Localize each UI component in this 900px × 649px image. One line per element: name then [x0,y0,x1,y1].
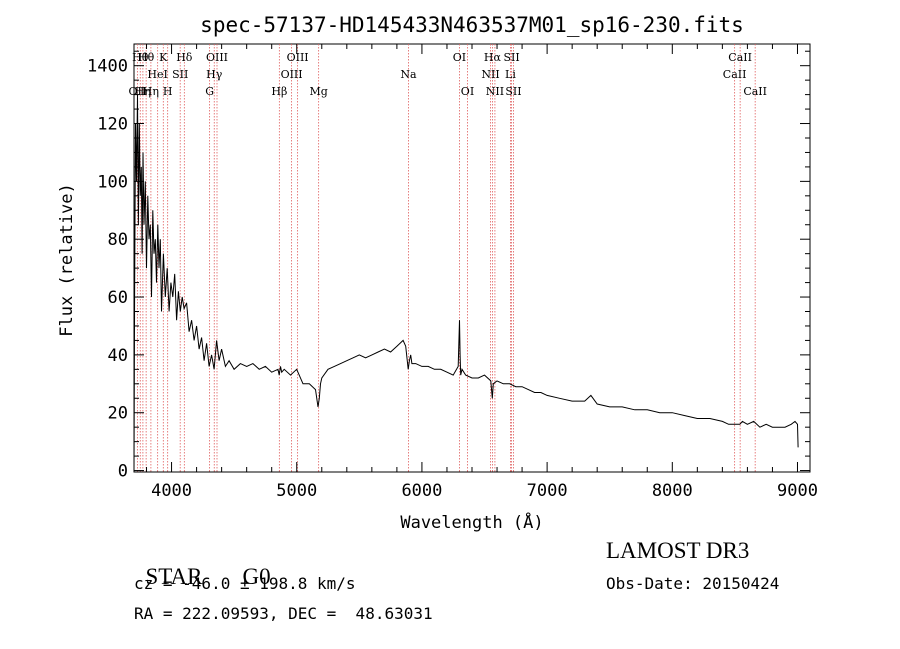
y-tick-label: 60 [108,288,128,308]
coordinates: RA = 222.09593, DEC = 48.63031 [134,604,433,623]
y-tick-label: 100 [97,172,128,192]
spectral-line-label: HeI [147,68,167,81]
spectral-line-label: Hδ [176,51,193,64]
obs-date: Obs-Date: 20150424 [606,574,780,593]
spectral-line-label: OII [129,85,147,98]
spectral-line-label: Hθ [138,51,155,64]
spectral-line-markers [136,44,756,472]
spectral-line-label: K [159,51,168,64]
redshift-text: cz = -46.0 ± 198.8 km/s [134,574,356,593]
spectral-line-label: G [205,85,214,98]
spectral-line-label: SII [505,85,521,98]
spectral-line-label: Mg [309,85,327,98]
y-tick-label: 120 [97,115,128,135]
spectral-line-label: NII [486,85,504,98]
x-tick-label: 4000 [151,481,192,501]
y-tick-label: 40 [108,346,128,366]
spectral-line-label: CaII [723,68,747,81]
spectral-line-label: Na [400,68,417,81]
spectral-line-label: OI [453,51,466,64]
spectral-line-label: NII [481,68,499,81]
spectral-line-label: OIII [287,51,309,64]
spectral-line-label: Hβ [271,85,287,98]
x-tick-label: 7000 [527,481,568,501]
spectral-line-label: Hη [143,85,159,98]
spectral-line-label: CaII [743,85,767,98]
subclass-text: G0 [242,564,271,589]
x-axis-label: Wavelength (Å) [400,511,543,533]
object-class: STAR G0 [134,538,271,590]
plot-frame [133,43,811,473]
spectral-line-label: Li [505,68,516,81]
x-tick-label: 6000 [401,481,442,501]
y-tick-label: 20 [108,404,128,424]
spectrum-series [133,94,799,471]
x-tick-label: 5000 [276,481,317,501]
object-class-text: STAR [145,564,203,589]
spectral-line-label: OIII [206,51,228,64]
chart-title: spec-57137-HD145433N463537M01_sp16-230.f… [200,13,744,37]
spectral-line-label: Hθ [132,51,149,64]
spectrum-line [133,94,799,471]
y-axis-label: Flux (relative) [57,183,77,337]
spectral-line-label: Hγ [206,68,223,81]
x-tick-label: 8000 [652,481,693,501]
spectral-line-label: OIII [281,68,303,81]
y-axis: 0 20 40 60 80 100 120 1400 [87,50,810,482]
spectral-line-label: SII [503,51,519,64]
survey-name: LAMOST DR3 [606,538,750,563]
spectral-line-labels: OIIHθHηHθHηHeIKHSIIHδGHγOIIIHβOIIIOIIIMg… [129,51,767,98]
spectral-line-label: H [163,85,173,98]
y-tick-label: 1400 [87,57,128,77]
y-tick-label: 80 [108,230,128,250]
spectral-line-label: OI [461,85,474,98]
x-tick-label: 9000 [777,481,818,501]
spectral-line-label: CaII [728,51,752,64]
spectral-line-label: Hα [484,51,502,64]
y-tick-label: 0 [118,462,128,482]
x-axis: 4000 5000 6000 7000 8000 9000 [146,44,818,501]
spectral-line-label: SII [172,68,188,81]
